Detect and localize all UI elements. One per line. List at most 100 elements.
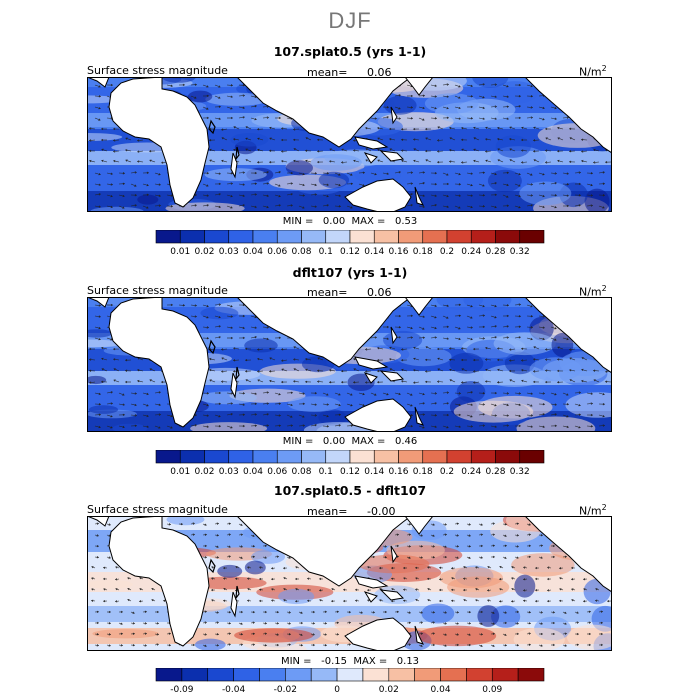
panel-1-colorbar: 0.01 0.02 0.03 0.04 0.06 0.08 0.1 0.12 0.14 0.16 0… bbox=[155, 230, 545, 257]
colorbar-tick-label: 0.12 bbox=[340, 247, 360, 257]
colorbar-swatch bbox=[228, 230, 254, 244]
colorbar-swatch bbox=[414, 668, 441, 682]
panel-2-mean-label: mean= bbox=[307, 286, 348, 299]
colorbar-swatch bbox=[252, 230, 278, 244]
colorbar-tick-label: -0.02 bbox=[274, 685, 297, 695]
panel-2-mean-value: 0.06 bbox=[367, 286, 392, 299]
colorbar-tick-label: 0.2 bbox=[440, 247, 454, 257]
colorbar-tick-label: 0.16 bbox=[388, 467, 408, 477]
colorbar-tick-label: 0.02 bbox=[194, 247, 214, 257]
colorbar-tick-label: 0.1 bbox=[319, 467, 333, 477]
colorbar-tick-label: 0.01 bbox=[170, 247, 190, 257]
panel-1-minmax: MIN = 0.00 MAX = 0.53 bbox=[282, 216, 418, 227]
colorbar-swatch bbox=[325, 450, 351, 464]
colorbar-tick-label: 0.1 bbox=[319, 247, 333, 257]
colorbar-tick-label: 0.08 bbox=[291, 467, 311, 477]
colorbar-swatch bbox=[310, 668, 338, 682]
colorbar-swatch bbox=[373, 230, 399, 244]
colorbar-swatch bbox=[440, 668, 467, 682]
colorbar-swatch bbox=[446, 450, 472, 464]
colorbar-tick-label: 0.01 bbox=[170, 467, 190, 477]
colorbar-swatch bbox=[446, 230, 472, 244]
colorbar-tick-label: 0.02 bbox=[379, 685, 399, 695]
panel-3-mean-label: mean= bbox=[307, 505, 348, 518]
colorbar-swatch bbox=[285, 668, 312, 682]
colorbar-swatch bbox=[495, 450, 521, 464]
colorbar-swatch bbox=[204, 450, 230, 464]
colorbar-swatch bbox=[204, 230, 230, 244]
panel-2-minmax: MIN = 0.00 MAX = 0.46 bbox=[282, 436, 418, 447]
panel-2-units: N/m2 bbox=[579, 284, 607, 299]
colorbar-swatch bbox=[301, 450, 327, 464]
panel-3-colorbar: -0.09 -0.04 -0.02 0 0.02 0.04 0.09 bbox=[155, 668, 545, 695]
colorbar-swatch bbox=[398, 230, 424, 244]
colorbar-swatch bbox=[388, 668, 415, 682]
colorbar-tick-label: 0.03 bbox=[219, 247, 239, 257]
colorbar-swatch bbox=[207, 668, 234, 682]
panel-1-mean-label: mean= bbox=[307, 66, 348, 79]
panel-2-map bbox=[87, 297, 612, 432]
colorbar-swatch bbox=[466, 668, 493, 682]
colorbar-tick-label: -0.04 bbox=[222, 685, 246, 695]
panel-2-field-label: Surface stress magnitude bbox=[87, 284, 228, 297]
colorbar-swatch bbox=[519, 450, 545, 464]
colorbar-tick-label: 0.28 bbox=[485, 467, 505, 477]
panel-3-units: N/m2 bbox=[579, 503, 607, 518]
colorbar-swatch bbox=[491, 668, 519, 682]
panel-1-units: N/m2 bbox=[579, 64, 607, 79]
panel-1-field-label: Surface stress magnitude bbox=[87, 64, 228, 77]
colorbar-tick-label: 0.14 bbox=[364, 467, 384, 477]
colorbar-swatch bbox=[349, 450, 375, 464]
colorbar-tick-label: 0.02 bbox=[194, 467, 214, 477]
figure-title: DJF bbox=[328, 8, 372, 33]
colorbar-swatch bbox=[470, 230, 496, 244]
colorbar-swatch bbox=[179, 230, 205, 244]
panel-2-title: dflt107 (yrs 1-1) bbox=[292, 265, 408, 280]
colorbar-swatch bbox=[228, 450, 254, 464]
colorbar-swatch bbox=[398, 450, 424, 464]
panel-3-mean-value: -0.00 bbox=[367, 505, 396, 518]
colorbar-tick-label: 0.18 bbox=[413, 467, 433, 477]
colorbar-swatch bbox=[519, 230, 545, 244]
colorbar-tick-label: 0.04 bbox=[243, 467, 263, 477]
panel-3-map bbox=[87, 516, 612, 651]
colorbar-swatch bbox=[155, 230, 181, 244]
colorbar-swatch bbox=[495, 230, 521, 244]
colorbar-tick-label: -0.09 bbox=[170, 685, 194, 695]
colorbar-swatch bbox=[336, 668, 364, 682]
colorbar-tick-label: 0.14 bbox=[364, 247, 384, 257]
colorbar-swatch bbox=[422, 450, 448, 464]
colorbar-swatch bbox=[301, 230, 327, 244]
colorbar-tick-label: 0.16 bbox=[388, 247, 408, 257]
colorbar-swatch bbox=[155, 450, 181, 464]
colorbar-tick-label: 0.18 bbox=[413, 247, 433, 257]
colorbar-tick-label: 0.06 bbox=[267, 467, 287, 477]
colorbar-tick-label: 0.04 bbox=[431, 685, 451, 695]
colorbar-swatch bbox=[362, 668, 390, 682]
panel-3-field-label: Surface stress magnitude bbox=[87, 503, 228, 516]
colorbar-swatch bbox=[181, 668, 209, 682]
colorbar-tick-label: 0 bbox=[334, 685, 340, 695]
colorbar-tick-label: 0.32 bbox=[510, 247, 530, 257]
colorbar-swatch bbox=[276, 450, 302, 464]
colorbar-swatch bbox=[325, 230, 351, 244]
colorbar-swatch bbox=[470, 450, 496, 464]
panel-3-title: 107.splat0.5 - dflt107 bbox=[273, 483, 427, 498]
colorbar-swatch bbox=[373, 450, 399, 464]
colorbar-tick-label: 0.08 bbox=[291, 247, 311, 257]
panel-1-map bbox=[87, 77, 612, 212]
colorbar-swatch bbox=[179, 450, 205, 464]
colorbar-tick-label: 0.06 bbox=[267, 247, 287, 257]
colorbar-swatch bbox=[276, 230, 302, 244]
colorbar-swatch bbox=[233, 668, 260, 682]
colorbar-swatch bbox=[349, 230, 375, 244]
colorbar-swatch bbox=[422, 230, 448, 244]
colorbar-tick-label: 0.2 bbox=[440, 467, 454, 477]
colorbar-tick-label: 0.04 bbox=[243, 247, 263, 257]
colorbar-tick-label: 0.09 bbox=[482, 685, 502, 695]
colorbar-swatch bbox=[252, 450, 278, 464]
colorbar-tick-label: 0.24 bbox=[461, 247, 481, 257]
panel-2-colorbar: 0.01 0.02 0.03 0.04 0.06 0.08 0.1 0.12 0.14 0.16 0… bbox=[155, 450, 545, 477]
colorbar-tick-label: 0.32 bbox=[510, 467, 530, 477]
colorbar-tick-label: 0.03 bbox=[219, 467, 239, 477]
